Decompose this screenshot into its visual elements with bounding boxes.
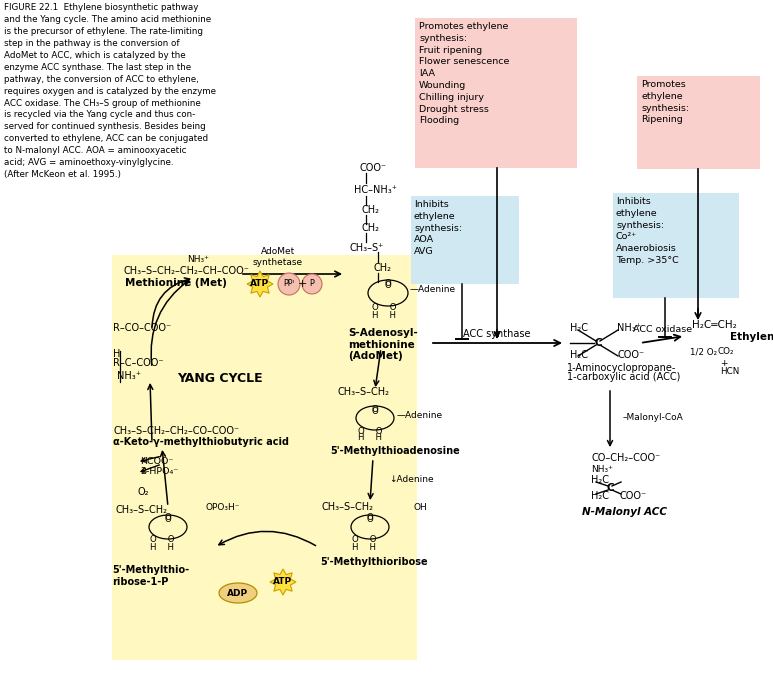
Text: –Malonyl-CoA: –Malonyl-CoA: [623, 413, 684, 422]
Text: α-Keto-γ-methylthiobutyric acid: α-Keto-γ-methylthiobutyric acid: [113, 437, 289, 447]
Text: O: O: [165, 514, 172, 523]
Text: OH: OH: [413, 503, 427, 512]
Text: O: O: [385, 280, 391, 289]
Text: O    O: O O: [150, 535, 175, 544]
Text: HCN: HCN: [720, 367, 739, 376]
Text: 2-HPO₄⁻: 2-HPO₄⁻: [140, 468, 179, 477]
Text: H    H: H H: [352, 542, 376, 551]
Text: +: +: [298, 279, 307, 289]
Text: H    H: H H: [372, 310, 396, 319]
Text: H₂C: H₂C: [591, 475, 609, 485]
Bar: [637, 76, 760, 169]
Text: H    H: H H: [358, 434, 382, 443]
Text: N-Malonyl ACC: N-Malonyl ACC: [582, 507, 667, 517]
Text: O    O: O O: [358, 427, 383, 436]
Text: H: H: [113, 349, 121, 359]
Bar: [411, 196, 519, 284]
Text: NH₃⁺: NH₃⁺: [117, 371, 141, 381]
Text: NH₃⁺: NH₃⁺: [617, 323, 641, 333]
Polygon shape: [247, 271, 273, 297]
Ellipse shape: [219, 583, 257, 603]
Text: CH₃–S–CH₂: CH₃–S–CH₂: [322, 502, 374, 512]
Text: CO₂: CO₂: [718, 348, 734, 356]
Text: H₂C═CH₂: H₂C═CH₂: [692, 320, 737, 330]
Text: 1-carboxylic acid (ACC): 1-carboxylic acid (ACC): [567, 372, 680, 382]
Text: Promotes
ethylene
synthesis:
Ripening: Promotes ethylene synthesis: Ripening: [641, 80, 689, 124]
Text: Promotes ethylene
synthesis:
Fruit ripening
Flower senescence
IAA
Wounding
Chill: Promotes ethylene synthesis: Fruit ripen…: [419, 22, 509, 125]
Text: O: O: [372, 406, 378, 415]
Text: 1/2 O₂: 1/2 O₂: [690, 348, 717, 356]
Text: C: C: [594, 338, 602, 348]
Text: O: O: [366, 514, 373, 523]
Text: 1-Aminocyclopropane-: 1-Aminocyclopropane-: [567, 363, 676, 373]
Text: NH₃⁺: NH₃⁺: [591, 466, 613, 475]
Text: AdoMet
synthetase: AdoMet synthetase: [253, 247, 303, 267]
Text: CH₃–S–CH₂: CH₃–S–CH₂: [116, 505, 168, 515]
Text: C: C: [606, 483, 614, 493]
Text: O    O: O O: [372, 303, 397, 312]
Text: O: O: [385, 279, 391, 289]
Text: H    H: H H: [150, 542, 174, 551]
Text: CH₂: CH₂: [362, 205, 380, 215]
Text: CH₃–S–CH₂–CH₂–CH–COO⁻: CH₃–S–CH₂–CH₂–CH–COO⁻: [123, 266, 249, 276]
Text: YANG CYCLE: YANG CYCLE: [177, 372, 263, 385]
Text: COO⁻: COO⁻: [620, 491, 647, 501]
Text: 5'-Methylthioribose: 5'-Methylthioribose: [320, 557, 427, 567]
Text: ACC oxidase: ACC oxidase: [633, 325, 693, 335]
Text: OPO₃H⁻: OPO₃H⁻: [205, 503, 240, 512]
Text: +: +: [720, 358, 727, 367]
Text: O₂: O₂: [138, 487, 148, 497]
Text: COO⁻: COO⁻: [617, 350, 644, 360]
Text: ATP: ATP: [274, 578, 292, 586]
Text: CH₃–S–CH₂: CH₃–S–CH₂: [337, 387, 389, 397]
Text: O: O: [165, 516, 172, 525]
Text: H₂C: H₂C: [591, 491, 609, 501]
Polygon shape: [270, 569, 296, 595]
Text: ADP: ADP: [227, 588, 249, 597]
Text: Methionine (Met): Methionine (Met): [125, 278, 226, 288]
Text: —Adenine: —Adenine: [410, 286, 456, 295]
Text: ↓Adenine: ↓Adenine: [389, 475, 434, 484]
Circle shape: [302, 274, 322, 294]
Text: S-Adenosyl-
methionine
(AdoMet): S-Adenosyl- methionine (AdoMet): [348, 328, 417, 361]
Text: CO–CH₂–COO⁻: CO–CH₂–COO⁻: [591, 453, 660, 463]
Text: R–CO–COO⁻: R–CO–COO⁻: [113, 323, 171, 333]
Text: ACC synthase: ACC synthase: [463, 329, 531, 339]
Text: 5'-Methylthioadenosine: 5'-Methylthioadenosine: [330, 446, 460, 456]
Text: CH₂: CH₂: [362, 223, 380, 233]
Text: HC–NH₃⁺: HC–NH₃⁺: [354, 185, 397, 195]
Text: CH₂: CH₂: [374, 263, 392, 273]
Text: O: O: [372, 404, 378, 413]
Text: PPᴵ: PPᴵ: [284, 279, 295, 289]
Circle shape: [278, 273, 300, 295]
Text: R–C–COO⁻: R–C–COO⁻: [113, 358, 164, 368]
Text: COO⁻: COO⁻: [360, 163, 387, 173]
Text: 5'-Methylthio-
ribose-1-P: 5'-Methylthio- ribose-1-P: [112, 565, 189, 587]
Bar: [112, 255, 417, 660]
Bar: [613, 193, 739, 298]
Text: HCOO⁻: HCOO⁻: [140, 457, 173, 466]
Text: CH₃–S–CH₂–CH₂–CO–COO⁻: CH₃–S–CH₂–CH₂–CO–COO⁻: [113, 426, 239, 436]
Text: ATP: ATP: [250, 279, 270, 289]
Text: Inhibits
ethylene
synthesis:
AOA
AVG: Inhibits ethylene synthesis: AOA AVG: [414, 200, 462, 256]
Text: Pᴵ: Pᴵ: [309, 279, 315, 289]
Text: CH₃–S⁺: CH₃–S⁺: [350, 243, 384, 253]
Text: O: O: [366, 516, 373, 525]
Text: Ethylene: Ethylene: [730, 332, 773, 342]
Text: H₂C: H₂C: [570, 350, 588, 360]
Text: NH₃⁺: NH₃⁺: [187, 256, 209, 264]
Text: O    O: O O: [352, 535, 376, 544]
Text: FIGURE 22.1  Ethylene biosynthetic pathway
and the Yang cycle. The amino acid me: FIGURE 22.1 Ethylene biosynthetic pathwa…: [4, 3, 216, 179]
Bar: [415, 18, 577, 168]
Text: H₂C: H₂C: [570, 323, 588, 333]
Text: Inhibits
ethylene
synthesis:
Co²⁺
Anaerobiosis
Temp. >35°C: Inhibits ethylene synthesis: Co²⁺ Anaero…: [616, 197, 679, 265]
Text: —Adenine: —Adenine: [397, 411, 443, 420]
